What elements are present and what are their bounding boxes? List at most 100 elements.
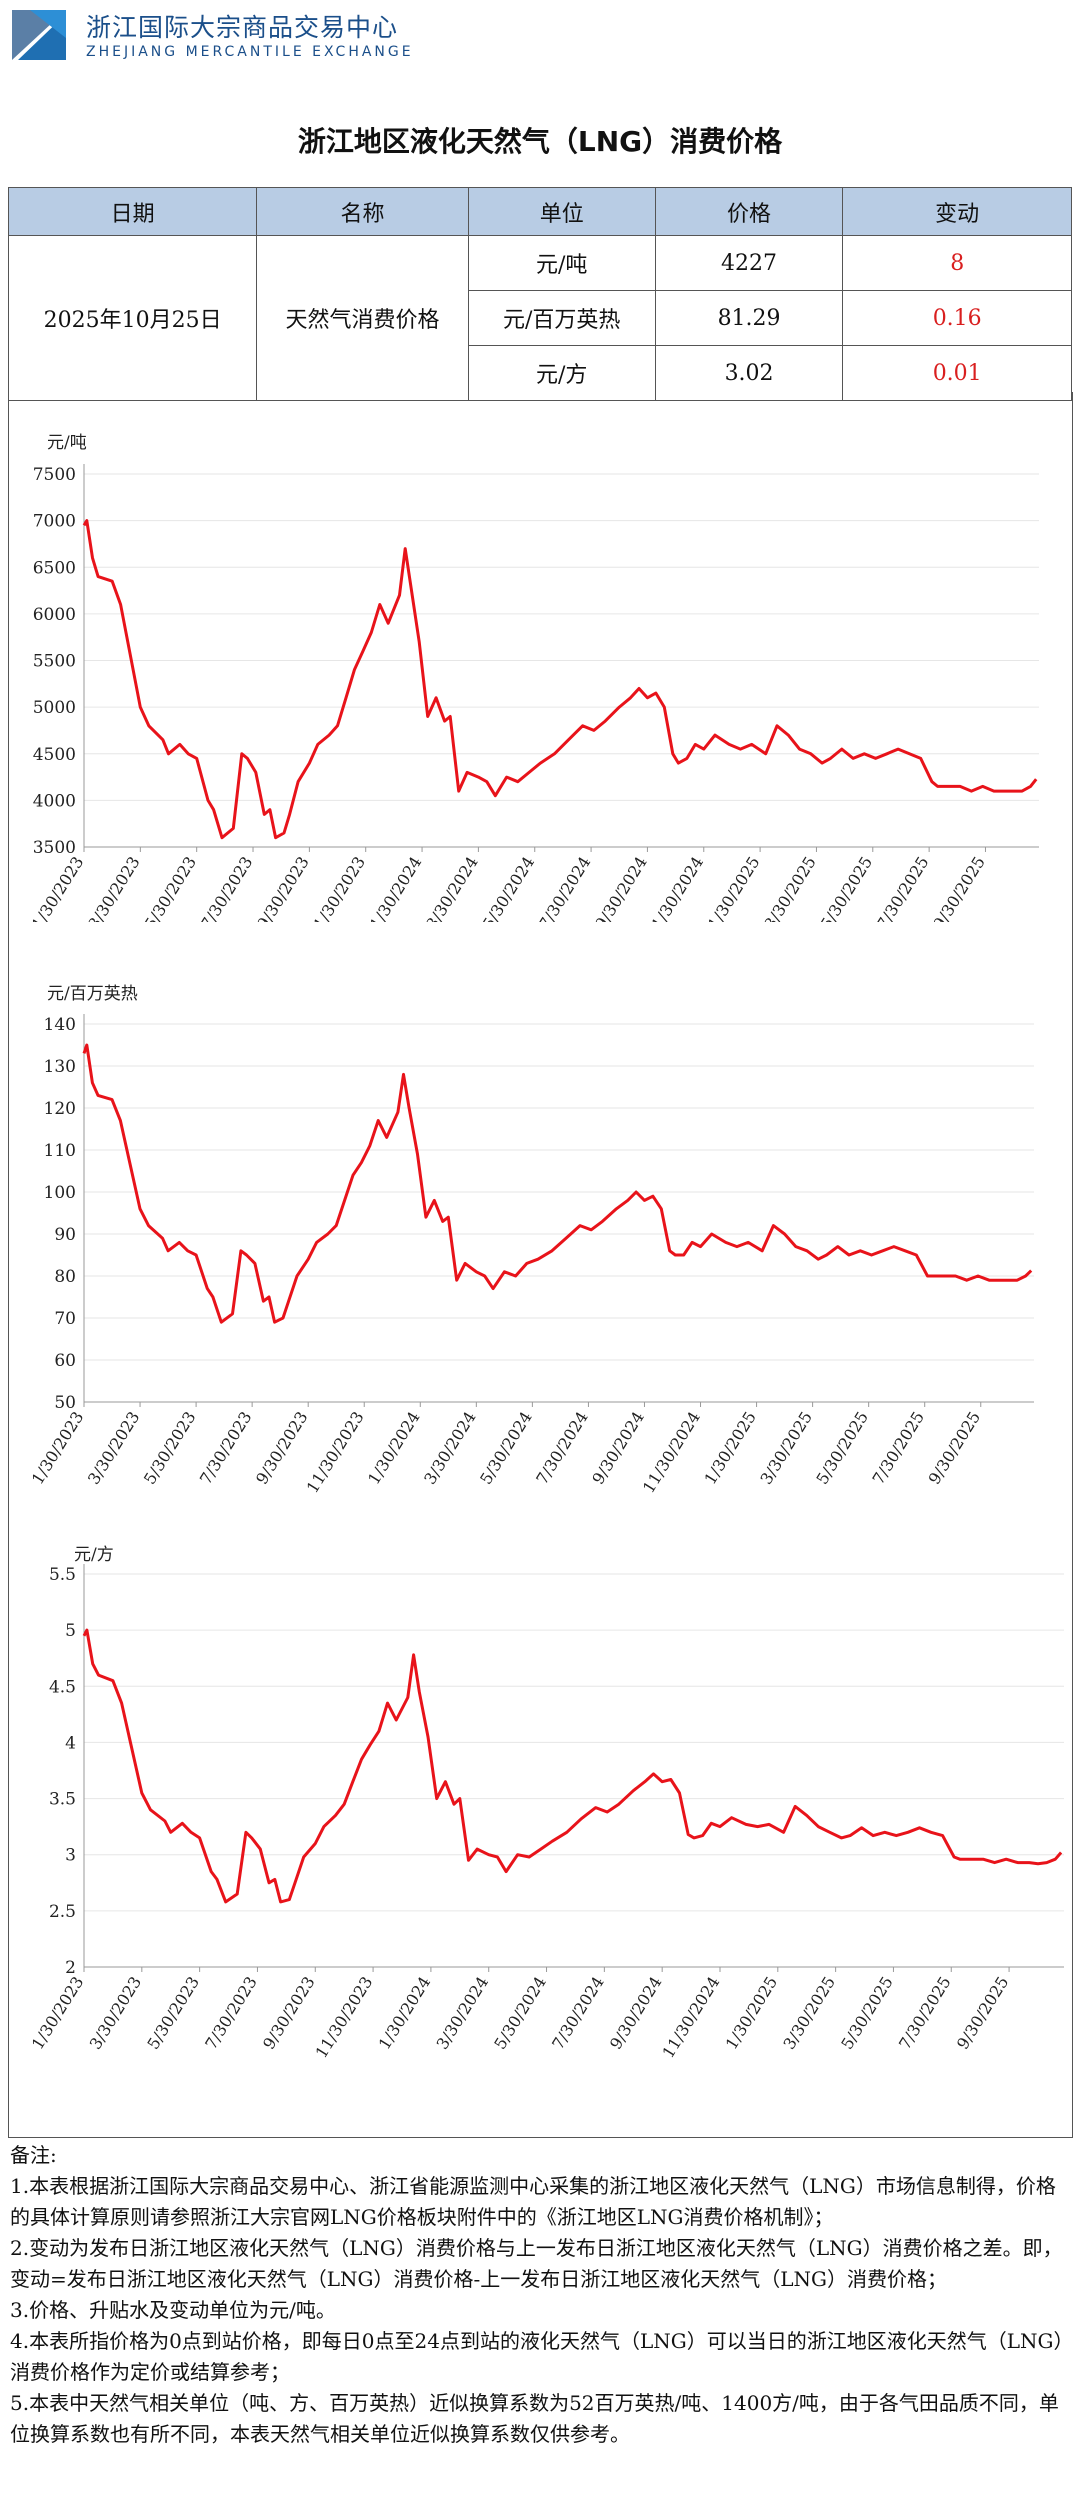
x-tick-label: 5/30/2023: [143, 1973, 203, 2053]
x-tick-label: 7/30/2023: [196, 1408, 256, 1488]
notes: 备注: 1.本表根据浙江国际大宗商品交易中心、浙江省能源监测中心采集的浙江地区液…: [10, 2140, 1070, 2450]
unit-cell: 元/吨: [467, 235, 656, 291]
x-tick-label: 7/30/2024: [532, 1408, 592, 1488]
x-tick-label: 5/30/2025: [817, 853, 877, 922]
note-item: 4.本表所指价格为0点到站价格，即每日0点至24点到站的液化天然气（LNG）可以…: [10, 2329, 1064, 2384]
notes-heading: 备注:: [10, 2143, 57, 2167]
header: 浙江国际大宗商品交易中心 ZHEJIANG MERCANTILE EXCHANG…: [0, 0, 1080, 70]
y-axis-unit-label: 元/方: [74, 1545, 114, 1565]
change-cell: 8: [842, 235, 1072, 291]
x-tick-label: 9/30/2023: [259, 1973, 319, 2053]
date-cell: 2025年10月25日: [7, 235, 258, 401]
price-cell: 81.29: [654, 290, 844, 346]
y-tick-label: 80: [54, 1267, 76, 1287]
x-tick-label: 3/30/2024: [433, 1973, 493, 2053]
x-tick-label: 3/30/2025: [779, 1973, 839, 2053]
x-tick-label: 5/30/2024: [476, 1408, 536, 1488]
series-line: [82, 1628, 1063, 1904]
y-tick-label: 3: [65, 1846, 76, 1866]
y-tick-label: 90: [54, 1225, 76, 1245]
chart-price-per-mmbtu: 50 60 70 80 90 100 110 120 130 140 元/百万英热 1/30/2023…: [9, 967, 1072, 1507]
x-tick-label: 9/30/2023: [253, 853, 313, 922]
y-tick-label: 140: [44, 1015, 76, 1035]
y-tick-label: 7500: [33, 465, 76, 485]
price-table: 日期 名称 单位 价格 变动 2025年10月25日 天然气消费价格 元/吨 4…: [7, 187, 1072, 401]
x-tick-label: 1/30/2025: [700, 1408, 760, 1488]
chart-svg: 50 60 70 80 90 100 110 120 130 140 元/百万英热 1/30/2023…: [28, 984, 1034, 1496]
y-tick-label: 4000: [33, 791, 76, 811]
x-tick-label: 7/30/2025: [869, 1408, 929, 1488]
y-tick-label: 110: [44, 1141, 76, 1161]
x-tick-label: 9/30/2025: [953, 1973, 1013, 2053]
y-tick-label: 130: [44, 1057, 76, 1077]
table-header-row: 日期 名称 单位 价格 变动: [7, 187, 1072, 236]
note-item: 2.变动为发布日浙江地区液化天然气（LNG）消费价格与上一发布日浙江地区液化天然…: [10, 2236, 1063, 2291]
x-tick-label: 5/30/2023: [140, 1408, 200, 1488]
x-tick-label: 5/30/2025: [812, 1408, 872, 1488]
series-line: [82, 1043, 1033, 1324]
chart-svg: 22.533.544.555.5元/方1/30/20233/30/20235/3…: [28, 1545, 1064, 2061]
y-tick-label: 4500: [33, 745, 76, 765]
change-cell: 0.16: [842, 290, 1072, 346]
x-tick-label: 1/30/2024: [375, 1973, 435, 2053]
y-tick-label: 5.5: [49, 1565, 76, 1585]
note-item: 3.价格、升贴水及变动单位为元/吨。: [10, 2298, 336, 2322]
y-tick-label: 3500: [33, 838, 76, 858]
y-tick-label: 7000: [33, 512, 76, 532]
org-name-en: ZHEJIANG MERCANTILE EXCHANGE: [86, 44, 414, 60]
price-cell: 4227: [654, 235, 844, 291]
y-tick-label: 3.5: [49, 1790, 76, 1810]
x-tick-label: 1/30/2025: [722, 1973, 782, 2053]
table-row: 2025年10月25日 天然气消费价格 元/吨 4227 8: [7, 235, 1072, 401]
x-tick-label: 7/30/2023: [201, 1973, 261, 2053]
price-cell: 3.02: [654, 345, 844, 401]
x-tick-label: 1/30/2025: [704, 853, 764, 922]
x-tick-label: 3/30/2024: [420, 1408, 480, 1488]
x-tick-label: 9/30/2025: [929, 853, 989, 922]
x-tick-label: 5/30/2024: [479, 853, 539, 922]
x-tick-label: 3/30/2024: [422, 853, 482, 922]
y-tick-label: 5500: [33, 652, 76, 672]
y-tick-label: 4: [65, 1733, 76, 1753]
x-tick-label: 9/30/2024: [606, 1973, 666, 2053]
chart-svg: 3500 4000 4500 5000 5500 6000 6500 7000 7500 元/吨 1…: [28, 433, 1039, 922]
x-tick-label: 7/30/2024: [535, 853, 595, 922]
x-tick-label: 7/30/2023: [197, 853, 257, 922]
x-tick-label: 11/30/2023: [303, 1408, 368, 1496]
x-tick-label: 11/30/2024: [639, 1408, 704, 1496]
x-tick-label: 1/30/2023: [28, 1408, 88, 1488]
unit-cell: 元/方: [467, 345, 656, 401]
y-tick-label: 4.5: [49, 1677, 76, 1697]
x-tick-label: 7/30/2025: [873, 853, 933, 922]
x-tick-label: 9/30/2025: [925, 1408, 985, 1488]
x-tick-label: 11/30/2023: [311, 1973, 376, 2061]
y-tick-label: 6000: [33, 605, 76, 625]
note-item: 1.本表根据浙江国际大宗商品交易中心、浙江省能源监测中心采集的浙江地区液化天然气…: [10, 2174, 1056, 2229]
x-tick-label: 11/30/2024: [642, 853, 707, 922]
x-tick-label: 3/30/2023: [84, 1408, 144, 1488]
header-date: 日期: [7, 187, 258, 236]
y-tick-label: 60: [54, 1351, 76, 1371]
y-tick-label: 50: [54, 1393, 76, 1413]
page-title: 浙江地区液化天然气（LNG）消费价格: [297, 125, 783, 158]
y-tick-label: 100: [44, 1183, 76, 1203]
y-tick-label: 70: [54, 1309, 76, 1329]
x-tick-label: 3/30/2025: [760, 853, 820, 922]
x-tick-label: 3/30/2025: [756, 1408, 816, 1488]
x-tick-label: 11/30/2023: [304, 853, 369, 922]
x-tick-label: 5/30/2023: [140, 853, 200, 922]
name-cell: 天然气消费价格: [256, 235, 469, 401]
header-name: 名称: [256, 187, 469, 236]
y-tick-label: 5: [65, 1621, 76, 1641]
x-tick-label: 9/30/2024: [588, 1408, 648, 1488]
y-axis-unit-label: 元/吨: [47, 433, 87, 453]
x-tick-label: 9/30/2024: [591, 853, 651, 922]
change-cell: 0.01: [842, 345, 1072, 401]
x-tick-label: 1/30/2024: [364, 1408, 424, 1488]
unit-cell: 元/百万英热: [467, 290, 656, 346]
x-tick-label: 1/30/2024: [366, 853, 426, 922]
x-tick-label: 11/30/2024: [658, 1973, 723, 2061]
y-axis-unit-label: 元/百万英热: [47, 984, 138, 1004]
header-unit: 单位: [467, 187, 656, 236]
series-line: [82, 519, 1038, 840]
